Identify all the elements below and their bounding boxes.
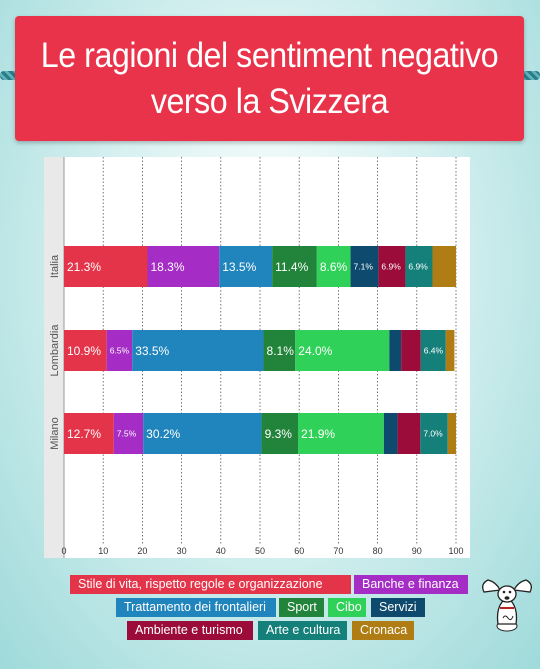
data-label: 7.1% [354,262,374,272]
bar-segment [397,413,421,454]
legend-item: Stile di vita, rispetto regole e organiz… [70,575,351,594]
category-label: Italia [49,254,61,278]
bar-segment [298,413,384,454]
data-label: 8.6% [320,260,348,274]
title-banner: Le ragioni del sentiment negativo verso … [15,16,524,141]
x-tick-label: 90 [412,546,422,556]
legend-item: Arte e cultura [258,621,347,640]
bar-segment [432,246,456,287]
bar-segment [132,330,264,371]
bar-segment [447,413,456,454]
legend-item: Ambiente e turismo [127,621,253,640]
legend-item: Sport [279,598,324,617]
data-label: 7.5% [117,429,137,439]
bar-segment [295,330,390,371]
legend-item: Banche e finanza [354,575,468,594]
category-label: Lombardia [49,324,61,377]
data-label: 18.3% [150,260,184,274]
bar-segment [143,413,262,454]
bar-segment [401,330,421,371]
data-label: 11.4% [275,260,308,274]
dog-mascot-icon [482,579,532,632]
bar-segment [420,330,446,371]
data-label: 24.0% [298,344,332,358]
legend-item: Servizi [371,598,425,617]
rope-right [510,71,540,80]
bar-segment [64,413,114,454]
legend-item: Cronaca [352,621,414,640]
data-label: 13.5% [222,260,256,274]
bar-segment [64,330,107,371]
legend-item: Trattamento dei frontalieri [116,598,276,617]
data-label: 12.7% [67,427,101,441]
category-strip [44,157,64,558]
bar-segment [445,330,455,371]
bar-segment [147,246,220,287]
bar-segment [219,246,273,287]
chart-title: Le ragioni del sentiment negativo verso … [40,35,499,121]
data-label: 8.1% [267,344,295,358]
bar-segment [378,246,406,287]
x-tick-label: 80 [373,546,383,556]
bar-segment [113,413,144,454]
x-tick-label: 100 [448,546,463,556]
x-tick-label: 60 [294,546,304,556]
bar-segment [420,413,448,454]
x-tick-label: 70 [333,546,343,556]
data-label: 6.9% [408,262,428,272]
x-tick-label: 50 [255,546,265,556]
bar-segment [350,246,379,287]
data-label: 30.2% [146,427,180,441]
data-label: 6.5% [110,346,130,356]
x-tick-label: 40 [216,546,226,556]
legend-item: Cibo [328,598,366,617]
category-label: Milano [49,417,61,449]
data-label: 21.9% [301,427,335,441]
x-tick-label: 20 [137,546,147,556]
bar-segment [389,330,402,371]
x-tick-label: 0 [61,546,66,556]
bar-segment [316,246,351,287]
data-label: 21.3% [67,260,101,274]
bar-segment [272,246,317,287]
data-label: 6.9% [381,262,401,272]
bar-segment [261,413,299,454]
data-label: 7.0% [423,429,443,439]
data-label: 6.4% [424,346,444,356]
x-tick-label: 10 [98,546,108,556]
bar-segment [383,413,398,454]
data-label: 10.9% [67,344,101,358]
x-tick-label: 30 [177,546,187,556]
bar-segment [405,246,433,287]
data-label: 33.5% [135,344,169,358]
bar-segment [106,330,133,371]
bar-segment [263,330,296,371]
bar-segment [64,246,148,287]
data-label: 9.3% [265,427,293,441]
